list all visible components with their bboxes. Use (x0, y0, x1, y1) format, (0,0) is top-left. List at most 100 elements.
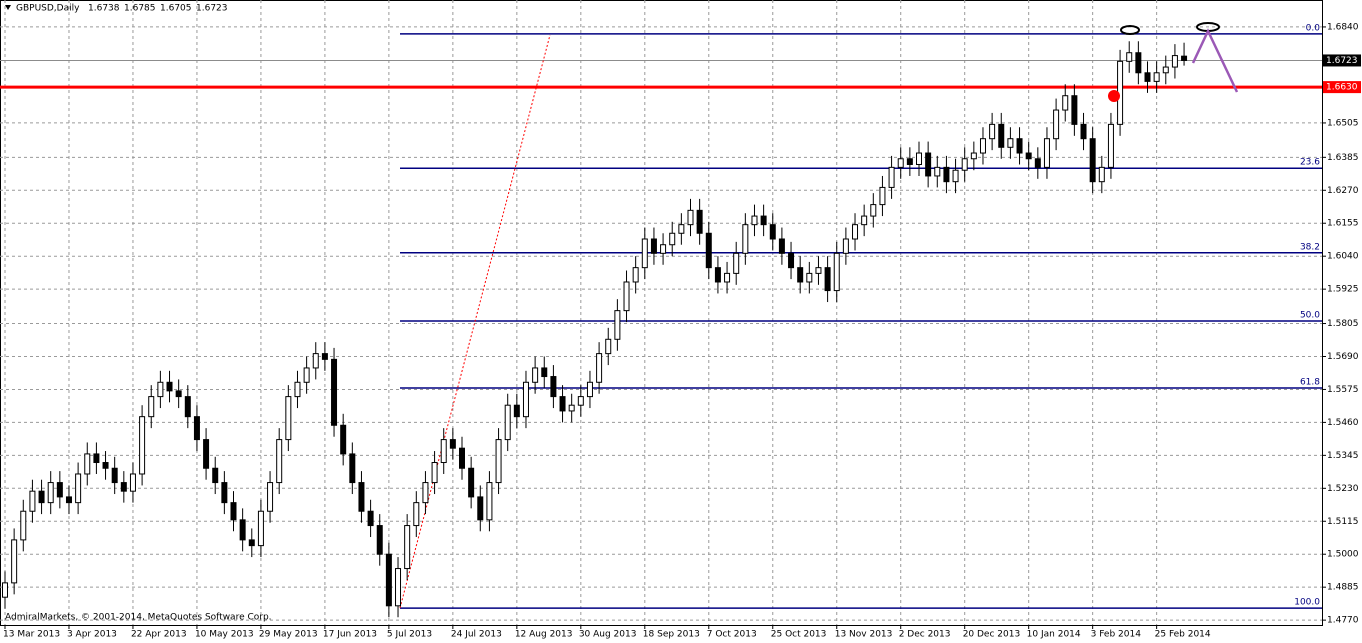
candle-body (157, 381, 164, 398)
candle-body (952, 169, 959, 183)
y-tick-label: 1.5230 (1327, 484, 1359, 494)
candle-body (788, 252, 795, 269)
header-open: 1.6738 (88, 4, 120, 14)
y-tick-label: 1.5925 (1327, 285, 1359, 295)
candle-body (961, 158, 968, 171)
candle-body (842, 238, 849, 254)
chart-title: GBPUSD,Daily (16, 4, 80, 14)
candle-body (1089, 138, 1096, 183)
candle-body (778, 238, 785, 254)
candle-body (468, 467, 475, 498)
candle-body (989, 123, 996, 140)
candle-body (431, 462, 438, 484)
x-tick-label: 3 Feb 2014 (1091, 630, 1142, 640)
candle-body (29, 490, 36, 512)
x-tick-label: 22 Apr 2013 (131, 630, 187, 640)
header-high: 1.6785 (124, 4, 156, 14)
y-tick-label: 1.4770 (1327, 616, 1359, 626)
y-tick-label: 1.5000 (1327, 550, 1359, 560)
candle-body (797, 267, 804, 283)
candle-body (998, 123, 1005, 148)
candle-body (870, 204, 877, 217)
candle-body (20, 510, 27, 541)
candle-body (760, 215, 767, 226)
candle-body (75, 473, 82, 504)
candle-body (1053, 109, 1060, 140)
candle-body (833, 252, 840, 292)
candle-body (714, 267, 721, 283)
candle-body (1126, 52, 1133, 62)
candle-body (751, 215, 758, 226)
candle-body (358, 482, 365, 512)
candle-body (65, 496, 72, 504)
trend-line (399, 34, 551, 609)
candle-body (404, 525, 411, 570)
candle-body (376, 525, 383, 555)
candle-body (852, 224, 859, 240)
candle-body (477, 496, 484, 521)
projection-line (1191, 28, 1239, 93)
menu-arrow (5, 5, 11, 10)
x-tick-label: 20 Dec 2013 (963, 630, 1021, 640)
y-tick-label: 1.5460 (1327, 418, 1359, 428)
candle-body (175, 390, 182, 398)
candle-body (1016, 138, 1023, 154)
marker-dot (1108, 90, 1120, 102)
candle-body (1034, 158, 1041, 168)
candle-body (605, 338, 612, 355)
candle-body (1098, 166, 1105, 183)
candle-body (239, 519, 246, 541)
x-tick-label: 18 Sep 2013 (643, 630, 700, 640)
fib-label: 50.0 (1300, 310, 1320, 320)
candle-body (1062, 95, 1069, 111)
candle-body (806, 272, 813, 283)
candle-body (248, 539, 255, 547)
candle-body (486, 482, 493, 521)
candle-body (550, 376, 557, 398)
candle-body (1181, 55, 1188, 61)
candle-body (148, 396, 155, 418)
candle-body (111, 467, 118, 484)
x-tick-label: 5 Jul 2013 (387, 630, 432, 640)
candle-body (824, 267, 831, 292)
x-tick-label: 3 Apr 2013 (67, 630, 117, 640)
candle-body (888, 166, 895, 188)
fib-label: 0.0 (1306, 23, 1321, 33)
candle-body (1007, 138, 1014, 148)
x-tick-label: 25 Feb 2014 (1155, 630, 1211, 640)
candle-body (203, 439, 210, 469)
x-tick-label: 25 Oct 2013 (771, 630, 827, 640)
fib-label: 23.6 (1300, 158, 1320, 168)
candle-body (678, 224, 685, 234)
candle-body (1080, 123, 1087, 140)
support-label: 1.6630 (1326, 83, 1358, 93)
candle-body (504, 404, 511, 441)
candle-body (184, 396, 191, 418)
candle-body (879, 186, 886, 206)
x-tick-label: 2 Dec 2013 (899, 630, 951, 640)
y-tick-label: 1.6270 (1327, 186, 1359, 196)
candle-body (56, 482, 63, 498)
candle-body (925, 152, 932, 177)
candle-body (84, 453, 91, 475)
candle-body (1153, 72, 1160, 82)
candle-body (541, 367, 548, 378)
candle-body (979, 138, 986, 154)
candle-body (596, 353, 603, 383)
candle-body (696, 209, 703, 234)
y-tick-label: 1.5690 (1327, 352, 1359, 362)
candle-body (102, 462, 109, 469)
candle-body (459, 447, 465, 469)
candle-body (724, 272, 731, 283)
candle-body (440, 439, 447, 464)
footer: AdmiralMarkets, © 2001-2014, MetaQuotes … (5, 613, 272, 623)
y-tick-label: 1.5575 (1327, 385, 1359, 395)
y-tick-label: 1.6840 (1327, 22, 1359, 32)
candle-body (532, 367, 539, 383)
candle-body (1171, 55, 1178, 68)
candle-body (1162, 66, 1169, 74)
candle-body (522, 381, 529, 418)
candle-body (650, 238, 657, 254)
marker-ellipse (1120, 25, 1140, 35)
